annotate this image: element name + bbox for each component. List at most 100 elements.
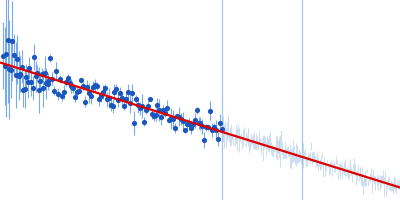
Point [100,91,106,94]
Point [92,83,98,86]
Point [5,39,11,42]
Point [106,96,112,99]
Point [203,126,210,129]
Point [2,65,8,68]
Point [43,82,50,85]
Point [213,129,219,132]
Point [20,89,26,92]
Point [37,79,44,83]
Point [211,126,217,129]
Point [47,57,53,60]
Point [45,79,51,82]
Point [142,108,149,111]
Point [9,39,16,43]
Point [140,120,147,123]
Point [3,52,10,56]
Point [88,94,94,97]
Point [139,105,145,108]
Point [90,86,96,89]
Point [215,137,221,141]
Point [205,126,212,129]
Point [152,113,159,116]
Point [154,104,161,107]
Point [49,77,55,80]
Point [115,98,122,102]
Point [6,68,12,71]
Point [178,117,184,121]
Point [172,126,178,129]
Point [56,77,63,81]
Point [80,84,86,88]
Point [217,122,223,125]
Point [176,115,182,118]
Point [29,86,36,89]
Point [39,73,45,76]
Point [40,87,46,90]
Point [11,53,17,56]
Point [150,115,157,118]
Point [119,97,126,100]
Point [195,122,202,125]
Point [111,91,118,94]
Point [131,121,137,125]
Point [22,87,28,90]
Point [182,129,188,132]
Point [164,106,170,109]
Point [209,129,216,132]
Point [51,89,57,92]
Point [188,126,194,129]
Point [36,88,42,91]
Point [168,117,174,120]
Point [16,74,22,77]
Point [70,86,77,89]
Point [94,85,100,88]
Point [148,112,155,115]
Point [86,91,92,95]
Point [144,105,151,108]
Point [34,72,40,75]
Point [102,87,108,90]
Point [113,88,120,91]
Point [104,98,110,101]
Point [219,128,225,131]
Point [12,73,19,77]
Point [60,90,67,93]
Point [166,119,172,122]
Point [26,67,33,70]
Point [137,107,143,110]
Point [76,89,82,92]
Point [66,81,73,85]
Point [192,119,198,122]
Point [109,105,116,108]
Point [158,115,164,118]
Point [129,91,135,94]
Point [78,79,84,82]
Point [190,122,196,125]
Point [125,90,131,93]
Point [28,80,34,84]
Point [201,138,208,142]
Point [156,108,163,112]
Point [184,122,190,125]
Point [193,109,200,112]
Point [14,58,20,61]
Point [32,74,39,78]
Point [17,72,23,75]
Point [72,95,78,98]
Point [54,92,61,95]
Point [25,80,31,84]
Point [170,118,176,121]
Point [207,109,214,112]
Point [23,75,30,78]
Point [18,65,25,68]
Point [8,68,14,71]
Point [31,56,37,59]
Point [174,114,180,117]
Point [199,125,206,128]
Point [68,84,75,87]
Point [117,91,124,95]
Point [53,70,59,73]
Point [84,86,90,89]
Point [58,94,65,97]
Point [123,98,130,101]
